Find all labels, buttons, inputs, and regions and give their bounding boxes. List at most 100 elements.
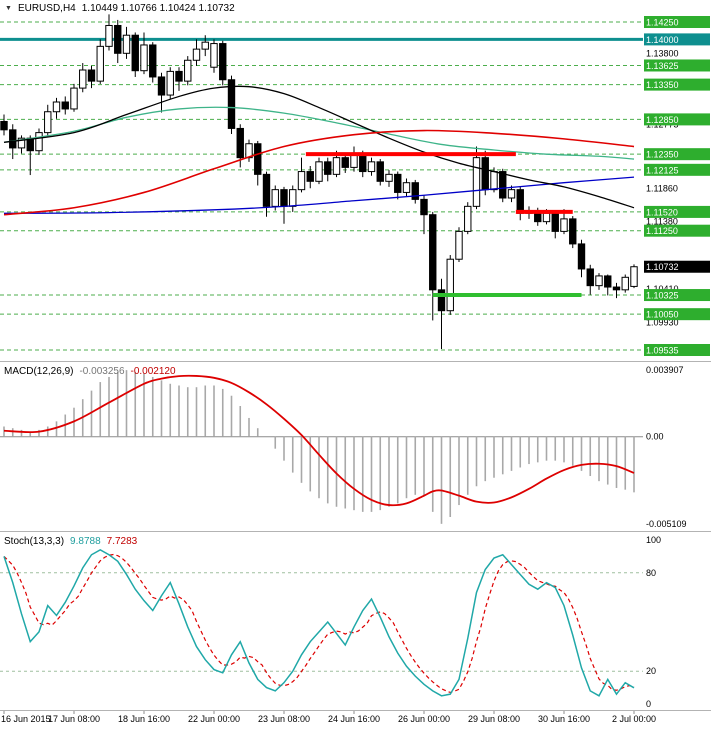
time-axis-label: 26 Jun 00:00 [398, 714, 450, 724]
time-axis-label: 29 Jun 08:00 [468, 714, 520, 724]
candle-body [17, 137, 26, 149]
macd-name: MACD(12,26,9) [4, 366, 74, 377]
price-level-label-box [644, 205, 710, 218]
candle-body [105, 24, 113, 47]
candle-body [481, 157, 489, 191]
candle-body [341, 157, 349, 168]
macd-panel [0, 370, 643, 524]
candle-body [472, 157, 481, 207]
candle-body [44, 111, 52, 134]
price-level-label-box [644, 344, 710, 357]
candle-body [359, 152, 367, 173]
candle-body [324, 161, 332, 175]
price-level-label: 1.13625 [646, 61, 679, 71]
time-axis-label: 17 Jun 08:00 [48, 714, 100, 724]
stoch-main-line [3, 548, 635, 697]
candle-body [464, 205, 472, 232]
stoch-axis-label: 0 [646, 699, 651, 709]
candle-body [455, 230, 463, 260]
price-level-label: 1.12350 [646, 150, 679, 160]
stoch-main-value: 9.8788 [70, 536, 101, 547]
candle-body [96, 45, 104, 82]
ma-line-blue [3, 176, 635, 214]
candle-body [201, 41, 209, 50]
current-price-box [644, 260, 710, 273]
candle-body [61, 101, 69, 110]
price-level-label-box [644, 224, 710, 237]
ohlc-values: 1.10449 1.10766 1.10424 1.10732 [81, 3, 235, 14]
stoch-header: Stoch(13,3,3) 9.8788 7.7283 [4, 536, 143, 547]
candle-body [52, 101, 61, 113]
candle-body [9, 129, 17, 149]
price-level-label: 1.12125 [646, 165, 679, 175]
candle-body [236, 127, 244, 159]
candle-body [437, 289, 446, 312]
candle-body [499, 171, 507, 199]
candle-body [227, 79, 236, 129]
stoch-axis[interactable]: 100 80 20 0 [646, 535, 661, 709]
candle-body [569, 218, 577, 245]
stoch-signal-value: 7.7283 [106, 536, 138, 547]
candle-body [35, 132, 43, 152]
candle-body [192, 48, 201, 61]
macd-header: MACD(12,26,9) -0.003256 -0.002120 [4, 366, 182, 377]
candle-body [157, 76, 166, 96]
macd-axis-label: 0.00 [646, 432, 664, 442]
price-level-label-box [644, 78, 710, 91]
price-axis-label: 1.09930 [646, 318, 679, 328]
price-level-label-box [644, 33, 710, 46]
panel-separators [0, 361, 711, 711]
current-price-label: 1.10732 [646, 262, 679, 272]
candle-body [516, 189, 524, 214]
time-axis-label: 2 Jul 00:00 [612, 714, 656, 724]
candle-body [577, 243, 586, 270]
price-axis-label: 1.13800 [646, 48, 679, 58]
candle-body [376, 161, 384, 182]
price-level-label-box [644, 16, 710, 29]
symbol-dropdown-icon[interactable]: ▼ [5, 5, 12, 12]
price-level-lines [0, 21, 643, 351]
candle-body [367, 161, 376, 173]
chart-title: ▼ EURUSD,H4 1.10449 1.10766 1.10424 1.1073… [5, 3, 241, 14]
macd-axis[interactable]: 0.003907 0.00 -0.005109 [646, 365, 687, 529]
candle-body [184, 59, 192, 82]
candle-body [542, 212, 551, 223]
candle-body [149, 44, 157, 78]
time-axis-label: 24 Jun 16:00 [328, 714, 380, 724]
price-level-label: 1.09535 [646, 346, 679, 356]
macd-main-value: -0.003256 [79, 366, 125, 377]
price-level-label: 1.14000 [646, 35, 679, 45]
candle-body [551, 212, 559, 232]
candle-body [262, 173, 271, 207]
price-level-label-box [644, 308, 710, 321]
price-level-label: 1.10325 [646, 291, 679, 301]
candle-body [140, 44, 148, 72]
candle-body [429, 214, 437, 291]
candle-body [70, 87, 78, 110]
candle-body [394, 173, 402, 193]
macd-signal-line [3, 374, 635, 507]
candle-body [166, 70, 174, 96]
candle-body [630, 266, 638, 287]
candle-body [490, 171, 498, 191]
candle-body [175, 70, 183, 82]
candle-body [122, 34, 131, 54]
candle-body [0, 120, 8, 131]
candle-body [254, 143, 262, 175]
candle-body [280, 189, 288, 207]
candle-body [604, 275, 612, 288]
macd-axis-label: -0.005109 [646, 519, 687, 529]
time-axis-label: 18 Jun 16:00 [118, 714, 170, 724]
candle-body [507, 189, 516, 199]
candles-layer [0, 14, 638, 349]
candle-body [612, 286, 621, 291]
price-level-label-box [644, 289, 710, 302]
time-axis-label: 23 Jun 08:00 [258, 714, 310, 724]
price-level-label: 1.11520 [646, 207, 678, 217]
stoch-name: Stoch(13,3,3) [4, 536, 65, 547]
price-axis[interactable]: 1.138001.127751.118601.113801.104101.099… [644, 16, 710, 357]
ma-lines [3, 85, 635, 216]
